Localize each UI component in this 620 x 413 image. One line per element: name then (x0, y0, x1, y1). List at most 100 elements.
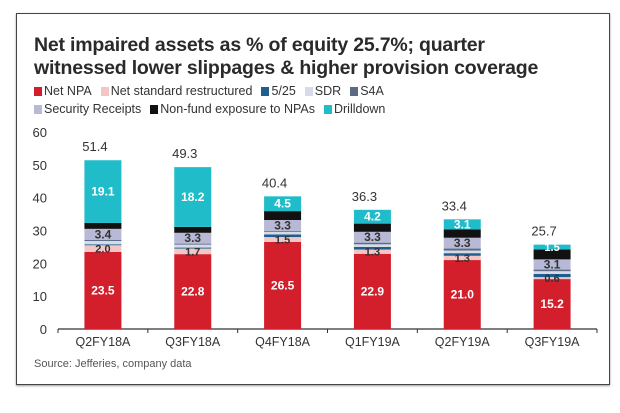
x-tick-label: Q1FY19A (345, 335, 401, 349)
bar-segment-5-25 (533, 273, 571, 278)
y-tick-label: 60 (33, 125, 47, 140)
bar-segment-drilldown (84, 160, 122, 223)
data-label: 1.5 (275, 235, 290, 247)
bar-segment-drilldown (174, 167, 212, 227)
y-tick-label: 20 (33, 256, 47, 271)
data-label: 1.5 (544, 242, 559, 254)
bar-segment-non-fund-exposure-to-npas (443, 229, 481, 238)
bar-segment-drilldown (443, 219, 481, 230)
legend-label: Drilldown (333, 102, 386, 116)
bar-segment-security-receipts (84, 228, 122, 241)
legend-label: Net standard restructured (110, 84, 253, 98)
bar-segment-non-fund-exposure-to-npas (264, 211, 302, 220)
y-tick-label: 10 (33, 289, 47, 304)
data-label: 3.3 (364, 230, 381, 244)
bar-segment-security-receipts (174, 232, 212, 244)
data-label: 3.3 (454, 236, 471, 250)
bar-segment-net-standard-restructured (353, 249, 391, 254)
y-tick-label: 40 (33, 191, 47, 206)
legend-swatch (261, 87, 270, 96)
legend-item: Security Receipts (34, 101, 141, 118)
bar-segment-non-fund-exposure-to-npas (353, 223, 391, 232)
bar-segment-net-npa (443, 260, 481, 329)
bar-segment-security-receipts (264, 219, 302, 231)
bar-segment-net-standard-restructured (174, 248, 212, 255)
legend-label: S4A (360, 84, 384, 98)
data-label: 4.2 (364, 210, 381, 224)
legend-swatch (350, 87, 359, 96)
bar-segment-net-standard-restructured (533, 277, 571, 280)
x-tick-label: Q3FY18A (165, 335, 221, 349)
chart-title: Net impaired assets as % of equity 25.7%… (34, 34, 539, 79)
bar-segment-security-receipts (443, 237, 481, 249)
legend-item: Non-fund exposure to NPAs (150, 101, 315, 118)
total-label: 25.7 (531, 224, 556, 239)
legend-swatch (34, 87, 42, 96)
legend-swatch (304, 87, 313, 96)
bar-segment-security-receipts (353, 231, 391, 243)
bar-segment-s4a (533, 269, 571, 272)
legend-item: Net NPA (34, 83, 92, 100)
bar-segment-net-npa (533, 279, 571, 329)
chart-card (16, 13, 610, 385)
x-tick-label: Q3FY19A (525, 335, 581, 349)
data-label: 0.6 (544, 273, 559, 285)
bar-segment-drilldown (264, 196, 302, 212)
total-label: 49.3 (172, 146, 197, 161)
legend-item: SDR (304, 83, 342, 100)
data-label: 26.5 (271, 278, 295, 292)
total-label: 33.4 (442, 198, 467, 213)
y-tick-label: 30 (33, 224, 47, 239)
bar-segment-sdr (353, 244, 391, 247)
bar-segment-5-25 (264, 234, 302, 238)
bar-segment-sdr (533, 271, 571, 274)
legend-swatch (150, 105, 159, 114)
total-label: 40.4 (262, 175, 287, 190)
bar-segment-s4a (264, 230, 302, 232)
bar-segment-s4a (443, 248, 481, 251)
source-note: Source: Jefferies, company data (34, 358, 192, 370)
legend-swatch (34, 105, 42, 114)
data-label: 3.1 (544, 257, 561, 271)
data-label: 18.2 (181, 190, 205, 204)
legend: Net NPA Net standard restructured 5/25 SDR S… (34, 83, 554, 119)
legend-label: Net NPA (44, 84, 92, 98)
x-tick-label: Q2FY18A (75, 335, 131, 349)
data-label: 4.5 (274, 197, 291, 211)
bar-segment-net-npa (174, 254, 212, 329)
data-label: 3.3 (274, 218, 291, 232)
legend-label: SDR (314, 84, 342, 98)
y-tick-label: 50 (33, 158, 47, 173)
total-label: 36.3 (352, 189, 377, 204)
bar-segment-5-25 (353, 246, 391, 250)
legend-label: Security Receipts (44, 102, 142, 116)
bar-segment-net-standard-restructured (443, 255, 481, 261)
data-label: 3.3 (184, 231, 201, 245)
bar-segment-net-npa (84, 251, 122, 329)
bar-segment-net-npa (264, 241, 302, 329)
data-label: 21.0 (451, 288, 475, 302)
legend-item: 5/25 (261, 83, 296, 100)
bar-segment-net-standard-restructured (84, 245, 122, 252)
x-tick-label: Q2FY19A (435, 335, 491, 349)
bar-segment-sdr (174, 244, 212, 248)
bar-segment-5-25 (443, 253, 481, 256)
legend-item: Drilldown (323, 101, 386, 118)
data-label: 22.8 (181, 285, 205, 299)
y-tick-label: 0 (40, 322, 47, 337)
bar-segment-security-receipts (533, 259, 571, 270)
data-label: 22.9 (361, 284, 385, 298)
bar-segment-s4a (84, 240, 122, 242)
bar-segment-non-fund-exposure-to-npas (84, 222, 122, 229)
bar-segment-sdr (84, 241, 122, 245)
data-label: 1.3 (365, 247, 380, 259)
x-tick-label: Q4FY18A (255, 335, 311, 349)
data-label: 23.5 (91, 283, 115, 297)
data-label: 1.7 (185, 246, 200, 258)
bar-segment-drilldown (353, 209, 391, 224)
legend-label: Non-fund exposure to NPAs (160, 102, 315, 116)
bar-segment-5-25 (84, 244, 122, 246)
legend-swatch (323, 105, 332, 114)
legend-item: S4A (350, 83, 384, 100)
